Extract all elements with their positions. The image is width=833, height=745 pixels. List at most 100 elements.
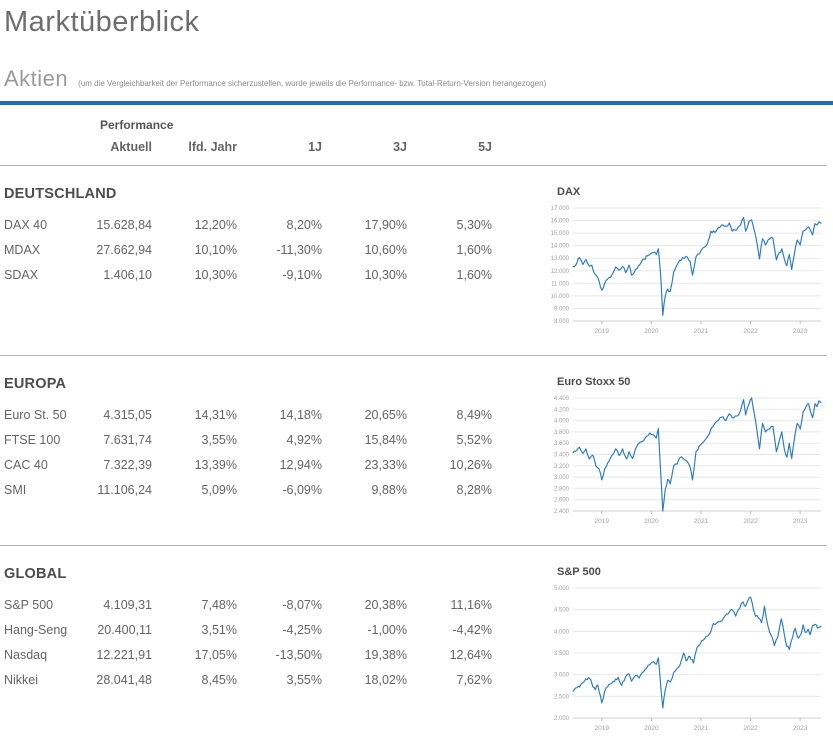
value-cell: 7,62% xyxy=(456,673,492,687)
svg-text:2023: 2023 xyxy=(793,328,808,335)
index-name-cell: Euro St. 50 xyxy=(4,408,67,422)
value-cell: 17,90% xyxy=(364,218,407,232)
value-cell: 12,64% xyxy=(449,648,492,662)
table-row: Nikkei 28.041,48 8,45% 3,55% 18,02% 7,62% xyxy=(4,668,494,693)
value-cell: -11,30% xyxy=(276,243,322,257)
svg-text:12.000: 12.000 xyxy=(551,269,570,275)
value-cell: 4,92% xyxy=(286,433,322,447)
section-title: DEUTSCHLAND xyxy=(4,186,117,202)
chart-title-dax: DAX xyxy=(557,186,581,198)
value-cell: 5,30% xyxy=(456,218,492,232)
value-cell: 10,30% xyxy=(194,268,237,282)
section-note: (um die Vergleichbarkeit der Performance… xyxy=(78,79,547,88)
chart-title-sp500: S&P 500 xyxy=(557,566,601,578)
svg-text:16.000: 16.000 xyxy=(551,219,570,225)
svg-text:3.500: 3.500 xyxy=(554,651,570,657)
table-row: Nasdaq 12.221,91 17,05% -13,50% 19,38% 12,64% xyxy=(4,643,494,668)
value-cell: 4.109,31 xyxy=(103,598,152,612)
svg-text:4.000: 4.000 xyxy=(554,629,570,635)
value-cell: 13,39% xyxy=(194,458,237,472)
svg-text:4.000: 4.000 xyxy=(554,419,570,425)
value-cell: -6,09% xyxy=(282,483,322,497)
value-cell: 1,60% xyxy=(456,243,492,257)
svg-text:11.000: 11.000 xyxy=(551,281,570,287)
svg-text:2022: 2022 xyxy=(743,328,758,335)
svg-text:3.400: 3.400 xyxy=(554,453,570,459)
table-row: DAX 40 15.628,84 12,20% 8,20% 17,90% 5,30% xyxy=(4,213,494,238)
svg-text:2020: 2020 xyxy=(644,328,659,335)
svg-text:2023: 2023 xyxy=(793,518,808,525)
value-cell: 15,84% xyxy=(364,433,407,447)
svg-text:13.000: 13.000 xyxy=(551,256,570,262)
svg-text:3.000: 3.000 xyxy=(554,673,570,679)
table-row: S&P 500 4.109,31 7,48% -8,07% 20,38% 11,16% xyxy=(4,593,494,618)
value-cell: 14,18% xyxy=(279,408,322,422)
svg-text:2019: 2019 xyxy=(595,725,610,732)
table-row: Hang-Seng 20.400,11 3,51% -4,25% -1,00% -4,42… xyxy=(4,618,494,643)
svg-text:4.500: 4.500 xyxy=(554,608,570,614)
value-cell: 20.400,11 xyxy=(97,623,152,637)
value-cell: 17,05% xyxy=(194,648,237,662)
svg-text:2019: 2019 xyxy=(595,328,610,335)
value-cell: 20,38% xyxy=(364,598,407,612)
dax-chart-panel: DAX 8.000 9.000 10.000 11.000 12.000 13.000 14… xyxy=(545,166,827,355)
value-cell: -1,00% xyxy=(367,623,407,637)
index-name-cell: Nikkei xyxy=(4,673,39,687)
svg-text:2021: 2021 xyxy=(694,518,709,525)
value-cell: 20,65% xyxy=(364,408,407,422)
svg-text:15.000: 15.000 xyxy=(551,231,570,237)
table-row: Euro St. 50 4.315,05 14,31% 14,18% 20,65% 8,4… xyxy=(4,403,494,428)
value-cell: 9,88% xyxy=(371,483,407,497)
svg-text:3.000: 3.000 xyxy=(554,475,570,481)
column-header-aktuell: Aktuell xyxy=(110,140,152,154)
value-cell: 11.106,24 xyxy=(97,483,152,497)
value-cell: 3,55% xyxy=(286,673,322,687)
value-cell: 15.628,84 xyxy=(96,218,152,232)
svg-text:8.000: 8.000 xyxy=(554,319,570,325)
sp500-chart-panel: S&P 500 2.000 2.500 3.000 3.500 4.000 4.500 5.… xyxy=(545,546,827,745)
value-cell: -4,42% xyxy=(452,623,492,637)
euro-stoxx-50-chart: 2.400 2.600 2.800 3.000 3.200 3.400 3.600 3.800… xyxy=(554,396,822,525)
value-cell: 27.662,94 xyxy=(96,243,152,257)
value-cell: 7.322,39 xyxy=(103,458,152,472)
value-cell: 4.315,05 xyxy=(103,408,152,422)
svg-text:17.000: 17.000 xyxy=(551,206,570,212)
svg-text:2.800: 2.800 xyxy=(554,486,570,492)
value-cell: 10,30% xyxy=(364,268,407,282)
column-header-row: Aktuell lfd. Jahr 1J 3J 5J xyxy=(4,140,494,154)
column-header-3j: 3J xyxy=(393,140,407,154)
svg-text:14.000: 14.000 xyxy=(551,244,570,250)
table-row: MDAX 27.662,94 10,10% -11,30% 10,60% 1,60% xyxy=(4,238,494,263)
value-cell: 8,28% xyxy=(456,483,492,497)
section-europa: EUROPA Euro St. 50 4.315,05 14,31% 14,18% 20… xyxy=(0,355,827,545)
svg-text:9.000: 9.000 xyxy=(554,306,570,312)
value-cell: 8,45% xyxy=(201,673,237,687)
index-name-cell: SDAX xyxy=(4,268,39,282)
value-cell: 5,09% xyxy=(201,483,237,497)
index-name-cell: MDAX xyxy=(4,243,41,257)
value-cell: 28.041,48 xyxy=(96,673,152,687)
svg-text:2.400: 2.400 xyxy=(554,509,570,515)
svg-text:2021: 2021 xyxy=(694,328,709,335)
table-row: CAC 40 7.322,39 13,39% 12,94% 23,33% 10,26% xyxy=(4,453,494,478)
section-deutschland: DEUTSCHLAND DAX 40 15.628,84 12,20% 8,20% 17… xyxy=(0,166,827,355)
column-header-lfd-jahr: lfd. Jahr xyxy=(188,140,237,154)
index-name-cell: S&P 500 xyxy=(4,598,54,612)
value-cell: 14,31% xyxy=(194,408,237,422)
accent-rule xyxy=(0,101,833,105)
value-cell: 23,33% xyxy=(364,458,407,472)
value-cell: -8,07% xyxy=(282,598,322,612)
value-cell: -13,50% xyxy=(275,648,322,662)
index-name-cell: FTSE 100 xyxy=(4,433,61,447)
sp500-chart: 2.000 2.500 3.000 3.500 4.000 4.500 5.000 2019 2… xyxy=(554,586,822,732)
svg-text:2.500: 2.500 xyxy=(554,694,570,700)
section-label-aktien: Aktien xyxy=(4,66,69,91)
section-title: GLOBAL xyxy=(4,566,67,582)
value-cell: 7,48% xyxy=(201,598,237,612)
deutschland-rows: DAX 40 15.628,84 12,20% 8,20% 17,90% 5,30% MDA… xyxy=(4,213,494,288)
svg-text:2021: 2021 xyxy=(694,725,709,732)
table-header: Performance Aktuell lfd. Jahr 1J 3J 5J xyxy=(0,105,827,166)
index-name-cell: SMI xyxy=(4,483,27,497)
page-title: Marktüberblick xyxy=(4,6,200,38)
table-row: SMI 11.106,24 5,09% -6,09% 9,88% 8,28% xyxy=(4,478,494,503)
